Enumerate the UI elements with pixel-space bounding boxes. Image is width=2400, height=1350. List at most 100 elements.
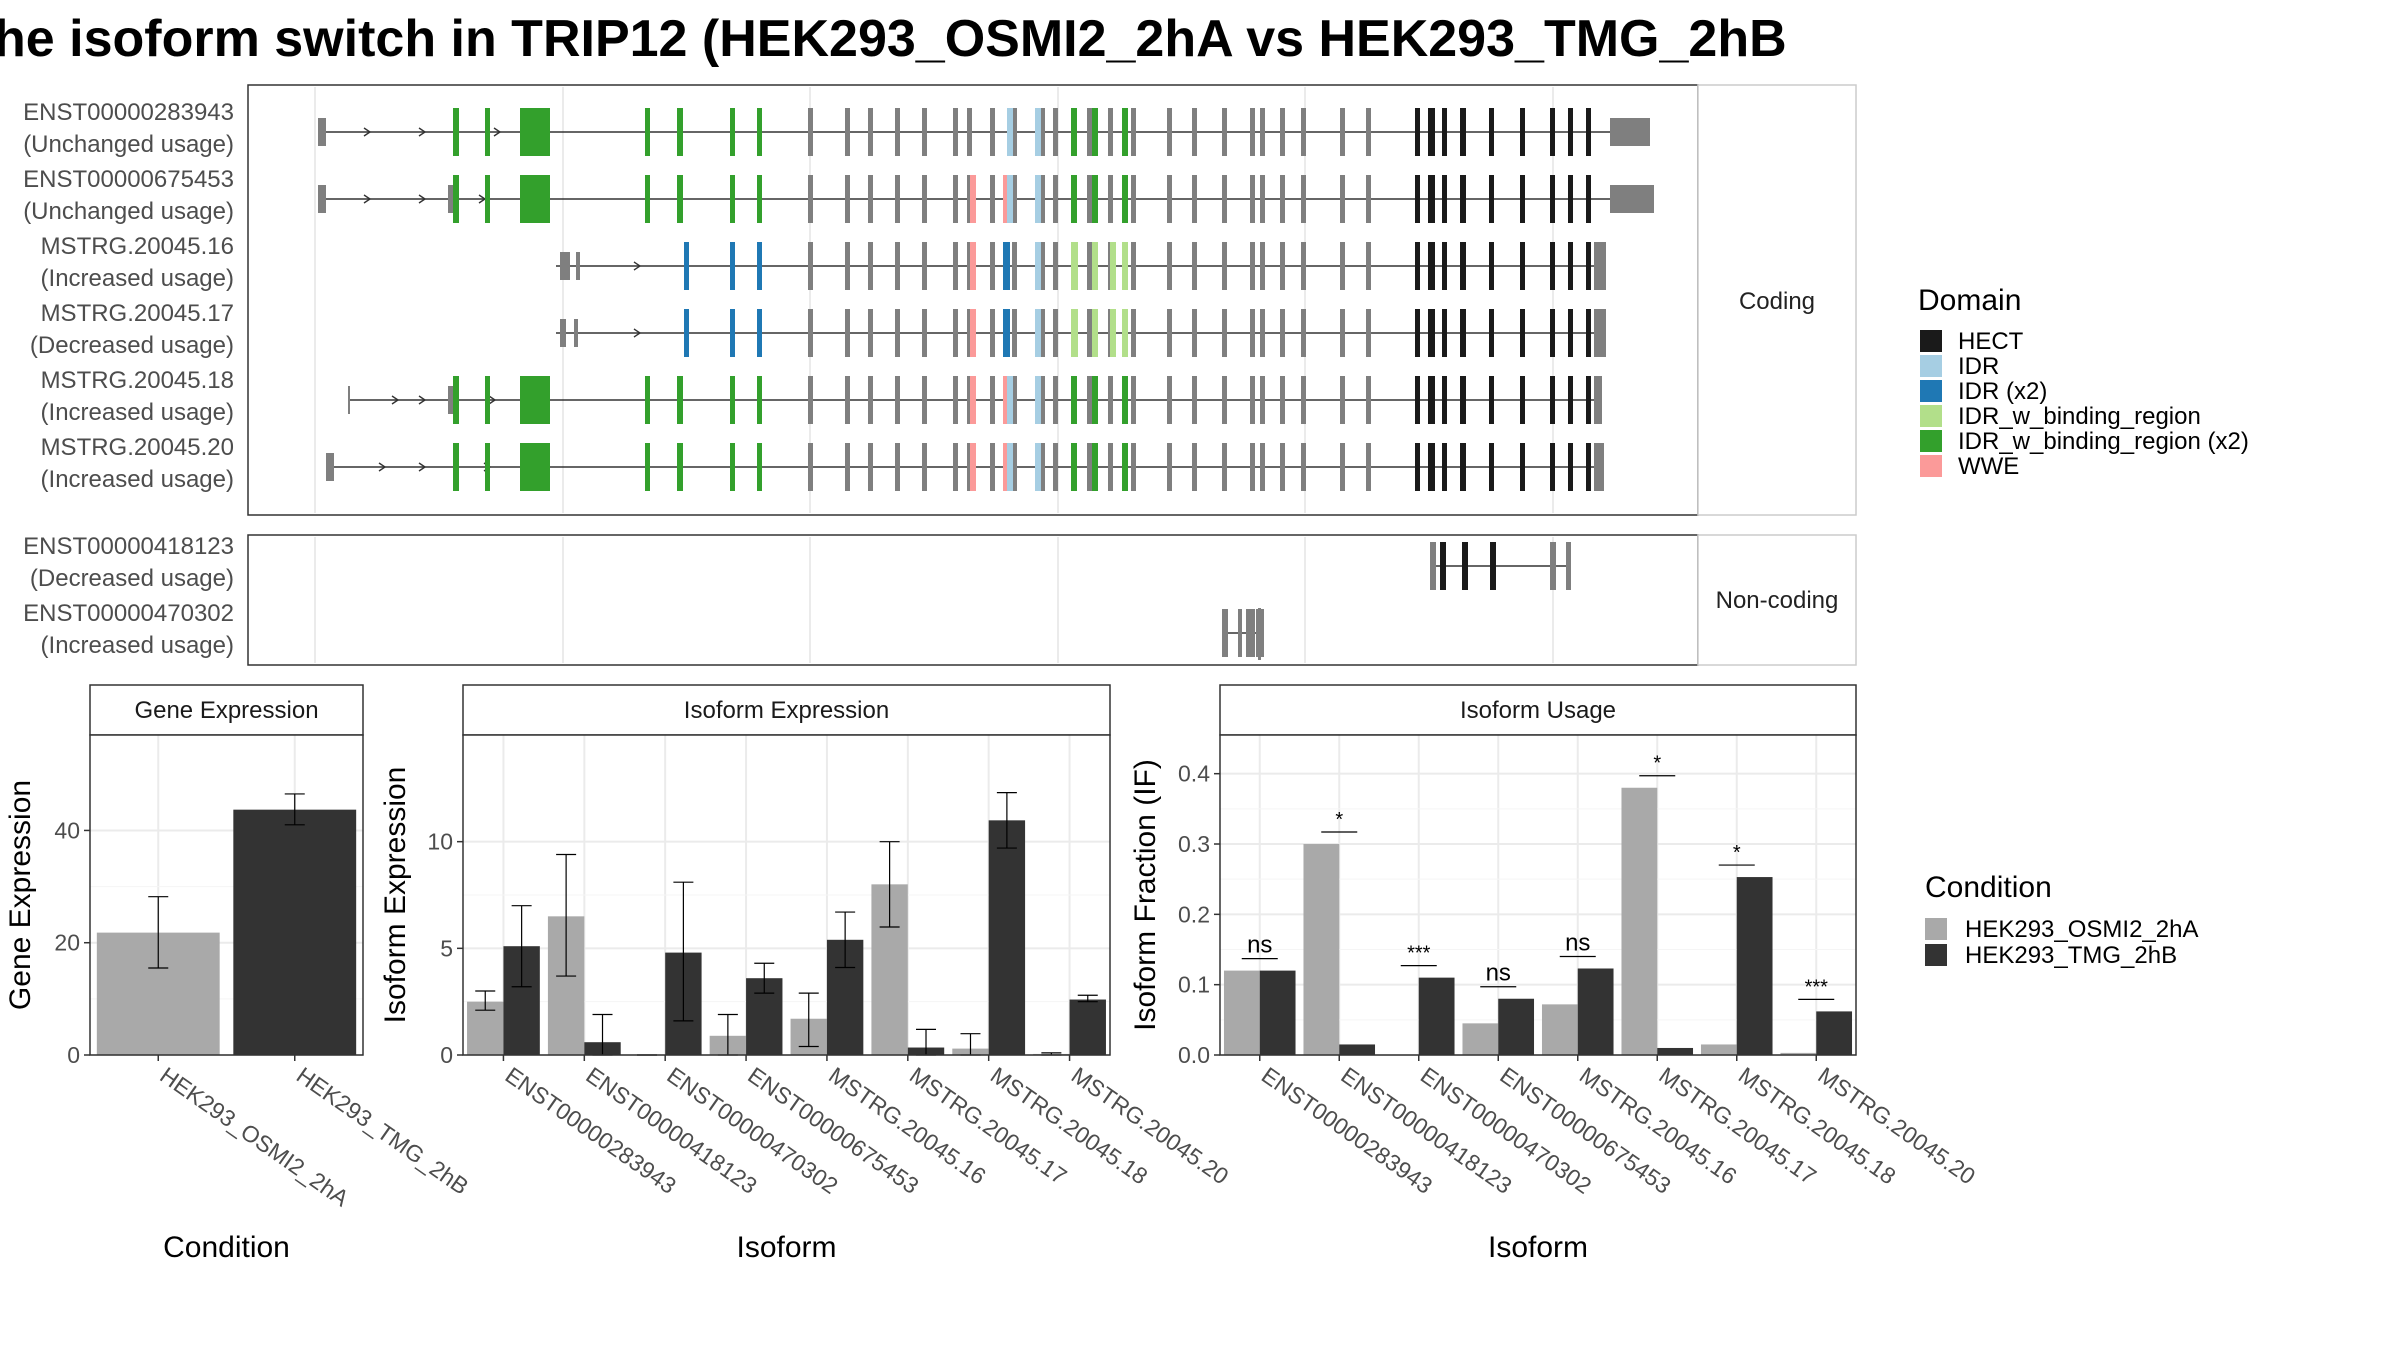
transcript-id-label: MSTRG.20045.16 [41,233,234,260]
domain-legend-swatch [1920,330,1942,352]
bar [1657,1047,1694,1055]
exon [1167,175,1172,223]
exon [967,376,972,424]
y-tick-label: 0.3 [1178,831,1210,857]
exon [895,108,900,156]
exon [970,376,976,424]
domain-legend-label: HECT [1958,328,2024,355]
exon [1301,443,1306,491]
bar [1498,998,1535,1055]
exon [520,108,550,156]
exon [1122,443,1128,491]
exon [1122,376,1128,424]
exon [895,175,900,223]
exon [1428,175,1435,223]
exon [318,185,326,213]
x-axis-title: Condition [163,1231,290,1264]
exon [757,175,762,223]
y-tick-label: 0.4 [1178,761,1210,787]
exon [1520,108,1525,156]
exon [645,175,650,223]
exon [1415,108,1420,156]
exon [1568,175,1573,223]
strand-arrow [633,328,642,338]
bar [1816,1011,1853,1055]
exon [1440,542,1446,590]
domain-legend-swatch [1920,380,1942,402]
exon [757,309,762,357]
exon [684,309,689,357]
transcript-usage-label: (Decreased usage) [30,332,234,359]
exon [1586,108,1591,156]
exon [1071,376,1077,424]
exon [922,309,927,357]
exon [1250,443,1255,491]
transcript-usage-label: (Unchanged usage) [23,131,234,158]
coding-transcript-5 [348,376,1602,424]
exon [970,309,976,357]
exon [808,175,813,223]
exon [318,118,326,146]
exon [1003,443,1010,491]
transcript-structure-panel: Coding Non-coding ENST00000283943 (Unchange… [23,84,1857,666]
significance-label: ns [1247,932,1272,959]
exon [868,242,873,290]
y-tick-label: 10 [427,829,453,855]
exon [1092,175,1098,223]
exon [1012,309,1017,357]
bar [1700,1044,1737,1055]
exon [645,443,650,491]
exon [895,443,900,491]
expression-charts: Gene Expression02040HEK293_OSMI2_2hAHEK2… [4,684,1980,1264]
transcript-id-label: MSTRG.20045.18 [41,367,234,394]
exon [1340,108,1345,156]
exon [1252,609,1255,657]
exon [1167,443,1172,491]
exon [1250,376,1255,424]
exon [970,443,976,491]
exon [485,443,490,491]
chart-title: Gene Expression [134,697,318,724]
exon [1489,376,1494,424]
transcript-usage-label: (Increased usage) [41,265,234,292]
exon [1250,309,1255,357]
exon [757,376,762,424]
noncoding-panel-frame [247,534,1699,666]
exon [1007,175,1013,223]
chart-strip [462,684,1111,736]
bar [1303,844,1340,1055]
exon [1594,242,1606,290]
exon [1092,309,1098,357]
exon [970,175,976,223]
exon [1053,108,1058,156]
chart-2: Isoform Expression0510ENST00000283943ENS… [379,684,1233,1264]
exon [453,175,459,223]
exon [1366,309,1371,357]
exon [1415,309,1420,357]
exon [1003,242,1010,290]
strand-arrow [363,194,372,204]
exon [1035,309,1041,357]
exon [1366,376,1371,424]
exon [1568,309,1573,357]
exon [953,108,958,156]
exon [1087,175,1092,223]
exon [1260,242,1265,290]
exon [1586,376,1591,424]
exon [730,376,735,424]
exon [1568,242,1573,290]
exon [922,242,927,290]
exon [1415,175,1420,223]
exon [1012,376,1017,424]
y-tick-label: 0 [67,1042,80,1068]
exon [348,386,350,414]
exon [1131,376,1136,424]
condition-legend-label: HEK293_TMG_2hB [1965,942,2177,969]
exon [1442,443,1447,491]
exon [1222,609,1228,657]
bar [1418,977,1455,1055]
exon [1260,309,1265,357]
exon [1280,309,1285,357]
